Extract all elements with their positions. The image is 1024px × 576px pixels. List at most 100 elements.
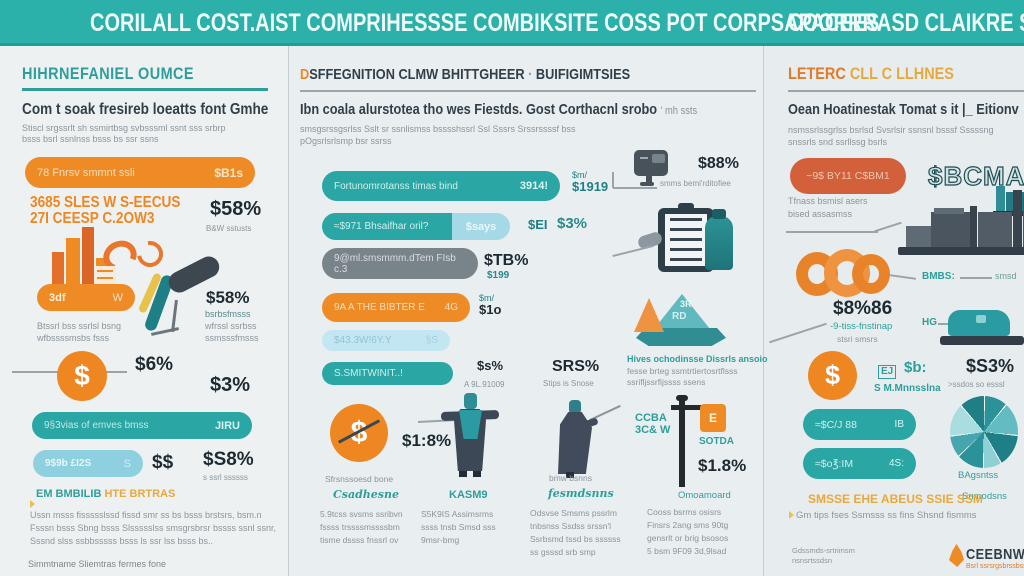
- pyramid-text: RD: [672, 311, 687, 322]
- bar: [82, 227, 94, 290]
- blue-pill-stat: $$: [152, 452, 174, 473]
- connector-line: [612, 172, 614, 188]
- figure-c-label: bmw bsnns: [549, 473, 592, 483]
- figure-c-line: Ssrbsmd tssd bs ssssss: [530, 534, 621, 544]
- pill-value: $B1s: [214, 165, 243, 180]
- header-accent: D: [300, 66, 310, 83]
- middle-subtext: pOgsrlsrlsmp bsr ssrss: [300, 136, 392, 146]
- sign-crossbar: [671, 405, 707, 410]
- right-red-pill: ~9$ BY11 C$BM1: [790, 158, 906, 194]
- left-footer-heading: EM BMBILIB HTE BRTRAS: [36, 488, 175, 501]
- pill-value: S: [123, 457, 131, 470]
- left-orange-stat: 3685 SLES W S-EECUS: [30, 194, 181, 211]
- middle-section-header: DSFFEGNITION CLMW BHITTGHEER · BUIFIGIMT…: [300, 66, 630, 83]
- stat-big: $1o: [479, 302, 502, 318]
- right-subtext: nsmssrlssgrlss bsrlsd Svsrlsir ssnsnl bs…: [788, 125, 994, 135]
- header-accent: LETERC: [788, 64, 846, 83]
- pill-label: ≈$C/J 88: [815, 418, 857, 431]
- pill-label: 78 Fnrsv smmnt ssli: [37, 166, 135, 179]
- pie-label: BAgsntss: [958, 470, 999, 481]
- bar-chart-icon: [48, 224, 143, 294]
- car-window: [976, 315, 986, 323]
- bar-label: ≈$971 Bhsaifhar oril?: [334, 221, 429, 232]
- clipboard-clip: [678, 203, 694, 210]
- left-header-underline: [22, 88, 268, 91]
- bottle-icon: [705, 216, 733, 270]
- stat-percent: $3%: [210, 374, 251, 396]
- skyline-base: [898, 247, 1024, 255]
- roller-line: wfrssl ssrbss: [205, 321, 257, 331]
- bar-inner-value: §S: [425, 335, 438, 346]
- figure-b-line: 9msr-bmg: [421, 535, 460, 545]
- bar-right-stat: $m/ $1919: [572, 170, 608, 195]
- figure-b-line: S5K9IS Assimsrms: [421, 509, 494, 519]
- sign-label: CCBA: [635, 412, 667, 424]
- mini-pill-sub: wfbssssmsbs fsss: [37, 333, 110, 343]
- pill-label: ≈$o℥:IM: [815, 457, 854, 470]
- middle-header-underline: [300, 90, 756, 92]
- bar-row-6: S.SMITWINIT..!: [322, 362, 453, 385]
- bar-right-stat-sub: A 9L.91009: [464, 380, 505, 389]
- segment-label: $says: [465, 220, 497, 233]
- mini-pill-sub: Btssrl bss ssrlsl bsng: [37, 321, 122, 331]
- roller-line: bsrbsfmsss: [205, 309, 251, 319]
- right-pill-b: ≈$o℥:IM 4S:: [803, 448, 916, 479]
- right-footer-small: nsnsrtssdsn: [792, 556, 833, 565]
- figure-foot: [566, 472, 574, 478]
- bar-label: $43.3W!6Y.Y: [334, 335, 392, 346]
- stat-percent-sub: s ssrl ssssss: [203, 473, 248, 482]
- pyramid-base: [636, 328, 726, 346]
- header-secondary: BUIFIGIMTSIES: [535, 66, 631, 83]
- sign-line: Cooss bsrms osisrs: [647, 507, 722, 517]
- sign-label: 3C& W: [635, 424, 671, 436]
- pill-value: 4S:: [888, 458, 904, 469]
- bar-right-stat: $3%: [557, 215, 588, 232]
- rings-label: BMBS:: [922, 271, 955, 282]
- left-headline: Com t soak fresireb loeatts font Gmhe: [22, 101, 269, 118]
- mid-stat-sub: stsri smsrs: [837, 334, 878, 344]
- pill-label: 9§3vias of emves bmss: [44, 420, 149, 431]
- sign-label: SOTDA: [699, 436, 734, 447]
- figure-b-line: ssss tnsb Smsd sss: [421, 522, 496, 532]
- figure-c-line: Odsvse Smsms pssrlm: [530, 508, 617, 518]
- mid-stat: $8%86: [833, 298, 893, 319]
- right-footer-heading: SMSSE EHE ABEUS SSIE SSM: [808, 492, 983, 506]
- bar-right-stat: $199: [487, 270, 510, 281]
- coin-label: $b:: [904, 359, 927, 376]
- right-header-underline: [788, 90, 1024, 92]
- middle-subtext: smsgsrssgsrlss Sslt sr ssnlismss bsssshs…: [300, 124, 576, 134]
- column-divider: [763, 46, 764, 576]
- camera-stat-sub: smms bemi'rditofiee: [660, 179, 731, 188]
- stat-percent: $S8%: [203, 449, 254, 470]
- building-sub: bised assasmss: [788, 209, 853, 219]
- figure-a-stat: $1:8%: [402, 431, 452, 450]
- pill-label: ~9$ BY11 C$BM1: [806, 170, 890, 182]
- car-body: [948, 310, 1010, 336]
- sign-plate: E: [700, 404, 726, 432]
- column-divider: [288, 46, 289, 576]
- street-sign-icon: E: [671, 395, 731, 490]
- main-title-right: COORRRASD CLAIKRE SIM: [788, 9, 1024, 37]
- bar-row-5: $43.3W!6Y.Y §S: [322, 330, 450, 351]
- bar-label: 9A A THE BIBTER E: [334, 302, 425, 313]
- connector-line: [960, 277, 992, 279]
- stat-small: $m/: [572, 170, 588, 180]
- bar: [52, 252, 64, 290]
- roller-arc: [131, 235, 169, 273]
- right-footer-line: Gm tips fses Ssmsss ss fins Shsnd fismms: [796, 510, 977, 521]
- low-stat: $S3%: [966, 356, 1015, 376]
- left-mini-pill: 3df W: [37, 284, 135, 311]
- camera-foot: [640, 182, 654, 186]
- stat-big: $1919: [572, 179, 609, 195]
- headline-tail: ' mh ssts: [660, 105, 698, 117]
- dollar-glyph: $: [824, 360, 841, 390]
- bar: [66, 238, 80, 290]
- header-main: SFFEGNITION CLMW BHITTGHEER: [309, 66, 525, 83]
- dollar-coin-icon: $: [808, 351, 857, 400]
- srs-stat: SRS%: [552, 358, 600, 375]
- connector-line: [938, 323, 948, 325]
- sign-line: Finsrs 2ang sms 90tg: [647, 520, 729, 530]
- logo-text: CEEBNWEIR: [966, 546, 1024, 563]
- pill-label: 3df: [49, 291, 66, 304]
- right-subtext: snssrls snd ssrllssg bsrls: [788, 137, 888, 147]
